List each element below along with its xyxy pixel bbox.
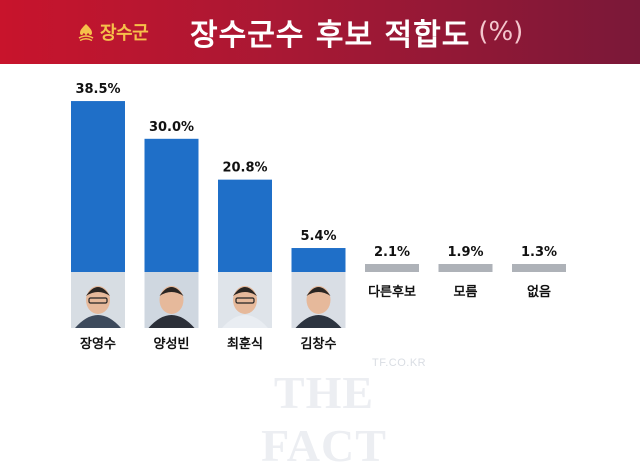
bar [438, 264, 493, 272]
category-label: 장영수 [80, 336, 116, 352]
bar [291, 248, 346, 272]
bar-group-7: 1.3% 없음 [512, 245, 566, 300]
header-banner: 장수군 장수군수 후보 적합도 (%) [0, 0, 640, 64]
bar [512, 264, 566, 272]
candidate-photo [71, 272, 125, 328]
county-emblem-icon [78, 24, 94, 42]
value-label: 38.5% [75, 82, 120, 97]
value-label: 1.9% [447, 245, 483, 260]
candidate-photo [144, 272, 199, 328]
bar-group-6: 1.9% 모름 [438, 245, 493, 300]
category-label: 모름 [454, 285, 478, 300]
value-label: 30.0% [149, 120, 194, 135]
candidate-photo [218, 272, 272, 328]
candidate-photo [291, 272, 346, 328]
category-label: 없음 [527, 284, 551, 300]
bar-group-5: 2.1% 다른후보 [365, 245, 419, 300]
bar-group-2: 30.0% 양성빈 [144, 120, 199, 352]
value-label: 20.8% [222, 161, 267, 176]
category-label: 양성빈 [154, 336, 190, 352]
category-label: 최훈식 [227, 336, 263, 352]
bar-group-4: 5.4% 김창수 [291, 229, 346, 352]
watermark-site: TF.CO.KR [372, 357, 427, 369]
bar [365, 264, 419, 272]
bar [71, 101, 125, 272]
bar [218, 179, 272, 272]
category-label: 김창수 [301, 336, 337, 352]
bar-group-3: 20.8% 최훈식 [218, 161, 272, 352]
category-label: 다른후보 [368, 284, 416, 300]
logo-text: 장수군 [100, 23, 149, 44]
bar-group-1: 38.5% 장영수 [71, 82, 125, 352]
watermark-brand: THE FACT [261, 367, 387, 471]
value-label: 2.1% [374, 245, 410, 260]
value-label: 1.3% [521, 245, 557, 260]
chart-title: 장수군수 후보 적합도 [190, 18, 471, 53]
chart-unit: (%) [478, 17, 524, 47]
bar [144, 138, 199, 272]
bar-chart: 38.5% 장영수 30.0% 양성빈 20.8% 최훈식 5.4% 김창수 2.1% 다른후보 1… [71, 82, 566, 352]
logo: 장수군 [76, 18, 149, 46]
value-label: 5.4% [300, 229, 336, 244]
